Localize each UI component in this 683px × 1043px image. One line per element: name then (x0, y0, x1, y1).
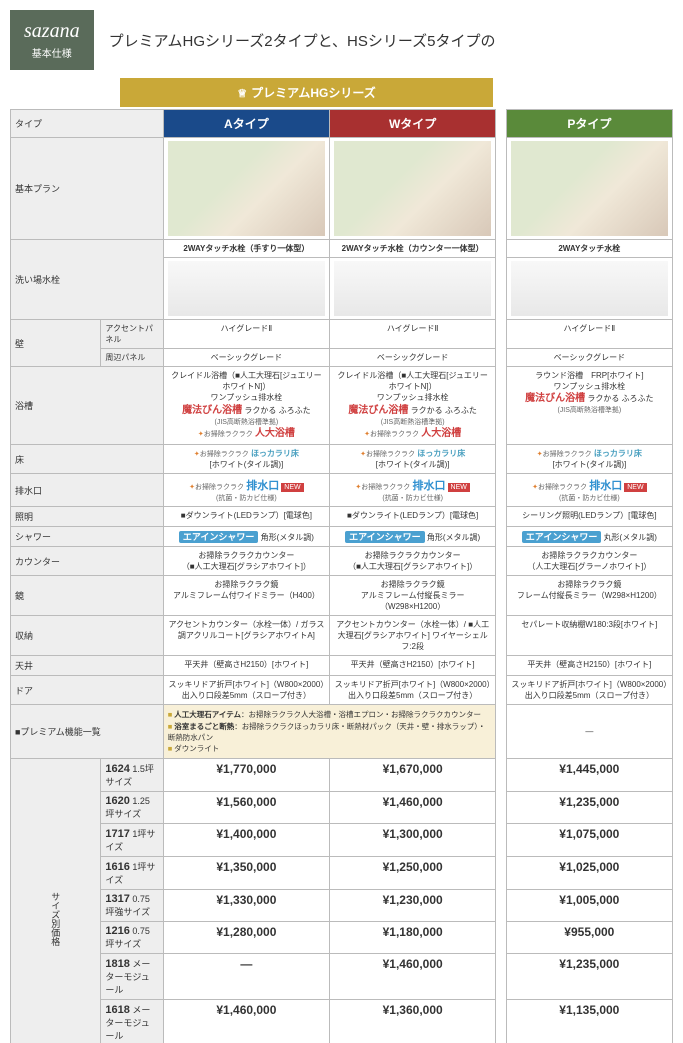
bath-image-w (334, 141, 491, 236)
price-p: ¥1,135,000 (506, 1000, 672, 1043)
size-code: 1616 1坪サイズ (101, 857, 163, 890)
brand-badge: sazana 基本仕様 (10, 10, 94, 70)
type-p-header: Pタイプ (506, 110, 672, 138)
price-a: — (163, 954, 329, 1000)
price-a: ¥1,400,000 (163, 824, 329, 857)
row-light: 照明 (11, 507, 164, 527)
hg-series-banner: ♕プレミアムHGシリーズ (120, 78, 493, 107)
brand-sub: 基本仕様 (24, 45, 80, 60)
row-premium: ■プレミアム機能一覧 (11, 705, 164, 759)
row-storage: 収納 (11, 616, 164, 656)
row-floor: 床 (11, 445, 164, 474)
faucet-image-p (511, 261, 668, 316)
brand-name: sazana (24, 20, 80, 43)
tub-w: クレイドル浴槽（■人工大理石[ジュエリーホワイトN]）ワンプッシュ排水栓 魔法び… (330, 367, 496, 445)
price-p: ¥1,445,000 (506, 759, 672, 792)
price-a: ¥1,460,000 (163, 1000, 329, 1043)
shower-a: エアインシャワー 角形(メタル調) (163, 527, 329, 547)
floor-p: ✦お掃除ラクラク ほっカラリ床[ホワイト(タイル調)] (506, 445, 672, 474)
premium-features: ■人工大理石アイテム：お掃除ラクラク人大浴槽・浴槽エプロン・お掃除ラクラクカウン… (163, 705, 496, 759)
price-w: ¥1,360,000 (330, 1000, 496, 1043)
price-a: ¥1,350,000 (163, 857, 329, 890)
price-row: サイズ別価格 1624 1.5坪サイズ ¥1,770,000 ¥1,670,00… (11, 759, 673, 792)
row-drain: 排水口 (11, 474, 164, 507)
shower-w: エアインシャワー 角形(メタル調) (330, 527, 496, 547)
faucet-w: 2WAYタッチ水栓（カウンター一体型） (330, 240, 496, 258)
tub-p: ラウンド浴槽 FRP[ホワイト]ワンプッシュ排水栓 魔法びん浴槽 ラクかる ふろ… (506, 367, 672, 445)
price-w: ¥1,230,000 (330, 890, 496, 922)
row-wall: 壁 (11, 320, 101, 367)
price-w: ¥1,460,000 (330, 954, 496, 1000)
row-shower: シャワー (11, 527, 164, 547)
drain-a: ✦お掃除ラクラク 排水口NEW(抗菌・防カビ仕様) (163, 474, 329, 507)
price-a: ¥1,280,000 (163, 922, 329, 954)
drain-w: ✦お掃除ラクラク 排水口NEW(抗菌・防カビ仕様) (330, 474, 496, 507)
series-banner-row: ♕プレミアムHGシリーズ (10, 78, 673, 107)
price-row: 1616 1坪サイズ ¥1,350,000 ¥1,250,000 ¥1,025,… (11, 857, 673, 890)
price-w: ¥1,300,000 (330, 824, 496, 857)
price-p: ¥955,000 (506, 922, 672, 954)
row-tub: 浴槽 (11, 367, 164, 445)
price-p: ¥1,235,000 (506, 954, 672, 1000)
price-row: 1717 1坪サイズ ¥1,400,000 ¥1,300,000 ¥1,075,… (11, 824, 673, 857)
bath-image-a (168, 141, 325, 236)
price-p: ¥1,005,000 (506, 890, 672, 922)
type-w-header: Wタイプ (330, 110, 496, 138)
row-door: ドア (11, 676, 164, 705)
spec-table: タイプ Aタイプ Wタイプ Pタイプ 基本プラン 洗い場水栓 2WAYタッチ水栓… (10, 109, 673, 1043)
row-around: 周辺パネル (101, 349, 163, 367)
row-faucet: 洗い場水栓 (11, 240, 164, 320)
row-accent: アクセントパネル (101, 320, 163, 349)
price-p: ¥1,235,000 (506, 792, 672, 824)
price-w: ¥1,180,000 (330, 922, 496, 954)
floor-a: ✦お掃除ラクラク ほっカラリ床[ホワイト(タイル調)] (163, 445, 329, 474)
row-mirror: 鏡 (11, 576, 164, 616)
shower-p: エアインシャワー 丸形(メタル調) (506, 527, 672, 547)
price-row: 1818 メーターモジュール — ¥1,460,000 ¥1,235,000 (11, 954, 673, 1000)
price-a: ¥1,560,000 (163, 792, 329, 824)
floor-w: ✦お掃除ラクラク ほっカラリ床[ホワイト(タイル調)] (330, 445, 496, 474)
price-row: 1618 メーターモジュール ¥1,460,000 ¥1,360,000 ¥1,… (11, 1000, 673, 1043)
headline: プレミアムHGシリーズ2タイプと、HSシリーズ5タイプの (109, 30, 496, 51)
price-p: ¥1,025,000 (506, 857, 672, 890)
size-code: 1216 0.75坪サイズ (101, 922, 163, 954)
price-a: ¥1,330,000 (163, 890, 329, 922)
faucet-p: 2WAYタッチ水栓 (506, 240, 672, 258)
row-basic-plan: 基本プラン (11, 138, 164, 240)
bath-image-p (511, 141, 668, 236)
catalog-page: sazana 基本仕様 プレミアムHGシリーズ2タイプと、HSシリーズ5タイプの… (0, 0, 683, 1043)
row-type: タイプ (11, 110, 164, 138)
faucet-image-a (168, 261, 325, 316)
size-group-label: サイズ別価格 (11, 759, 101, 1043)
size-code: 1317 0.75坪強サイズ (101, 890, 163, 922)
crown-icon: ♕ (237, 88, 247, 100)
header: sazana 基本仕様 プレミアムHGシリーズ2タイプと、HSシリーズ5タイプの (10, 10, 673, 70)
size-code: 1717 1坪サイズ (101, 824, 163, 857)
size-code: 1624 1.5坪サイズ (101, 759, 163, 792)
tub-a: クレイドル浴槽（■人工大理石[ジュエリーホワイトN]）ワンプッシュ排水栓 魔法び… (163, 367, 329, 445)
faucet-a: 2WAYタッチ水栓（手すり一体型） (163, 240, 329, 258)
type-a-header: Aタイプ (163, 110, 329, 138)
price-a: ¥1,770,000 (163, 759, 329, 792)
size-code: 1818 メーターモジュール (101, 954, 163, 1000)
price-row: 1317 0.75坪強サイズ ¥1,330,000 ¥1,230,000 ¥1,… (11, 890, 673, 922)
price-row: 1216 0.75坪サイズ ¥1,280,000 ¥1,180,000 ¥955… (11, 922, 673, 954)
price-w: ¥1,670,000 (330, 759, 496, 792)
drain-p: ✦お掃除ラクラク 排水口NEW(抗菌・防カビ仕様) (506, 474, 672, 507)
price-w: ¥1,250,000 (330, 857, 496, 890)
price-w: ¥1,460,000 (330, 792, 496, 824)
size-code: 1620 1.25坪サイズ (101, 792, 163, 824)
row-counter: カウンター (11, 547, 164, 576)
price-row: 1620 1.25坪サイズ ¥1,560,000 ¥1,460,000 ¥1,2… (11, 792, 673, 824)
price-p: ¥1,075,000 (506, 824, 672, 857)
size-code: 1618 メーターモジュール (101, 1000, 163, 1043)
row-ceiling: 天井 (11, 656, 164, 676)
faucet-image-w (334, 261, 491, 316)
